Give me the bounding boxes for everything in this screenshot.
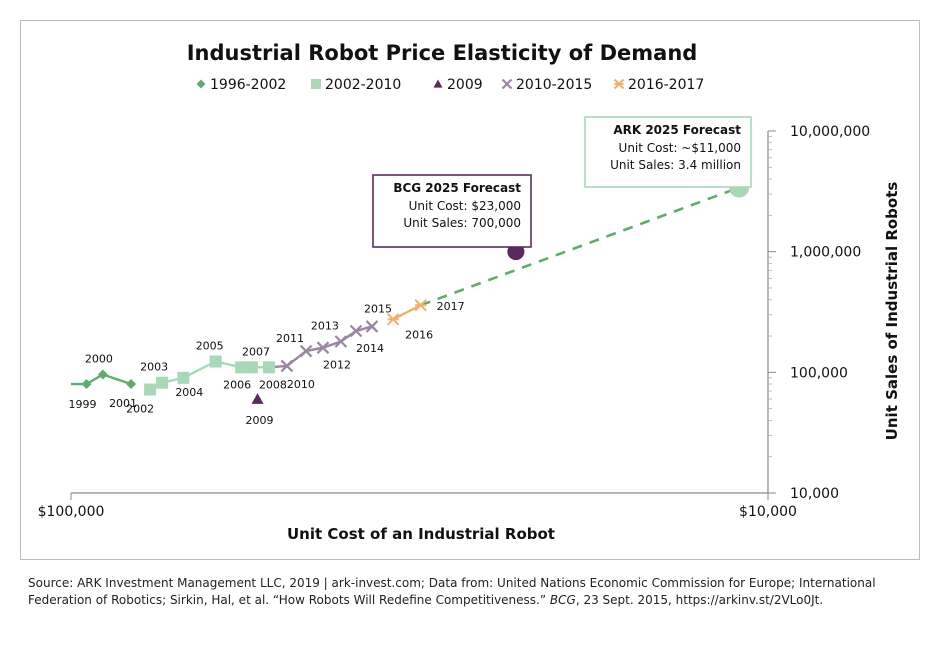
data-label-2014: 2014 <box>356 342 384 355</box>
data-label-2002: 2002 <box>126 403 154 416</box>
y-tick-label: 10,000,000 <box>790 124 870 140</box>
chart-frame: Industrial Robot Price Elasticity of Dem… <box>20 20 920 560</box>
legend-label-2002-2010: 2002-2010 <box>325 77 401 93</box>
ark-forecast-callout-box <box>584 116 752 188</box>
data-label-2015: 2015 <box>364 302 392 315</box>
y-tick-label: 10,000 <box>790 486 839 502</box>
legend-marker-2002-2010 <box>311 79 321 89</box>
data-point-1999 <box>81 379 92 390</box>
ark-forecast-callout-line: Unit Cost: ~$11,000 <box>619 141 741 155</box>
data-point-2005 <box>209 355 222 368</box>
legend-marker-2010-2015 <box>501 78 513 90</box>
data-label-2012: 2012 <box>323 359 351 372</box>
ark-forecast-callout: ARK 2025 Forecast Unit Cost: ~$11,000 Unit… <box>584 116 752 188</box>
legend: 1996-2002 2002-2010 2009 2010-2015 2016-2017 <box>196 77 704 93</box>
trend-line-dashed <box>420 186 740 307</box>
series-line-1996-2002 <box>71 373 132 386</box>
y-tick-label: 100,000 <box>790 365 848 381</box>
data-point-2017 <box>414 298 427 312</box>
axes: 10,000 100,000 1,000,000 10,000,000 $100,000… <box>38 124 871 520</box>
data-label-1999: 1999 <box>69 398 97 411</box>
y-axis-label: Unit Sales of Industrial Robots <box>883 182 901 441</box>
source-text-italic: BCG <box>549 593 576 607</box>
ark-forecast-callout-line: Unit Sales: 3.4 million <box>610 158 741 172</box>
data-point-2014 <box>349 324 363 338</box>
x-tick-label: $100,000 <box>38 504 105 520</box>
data-label-2004: 2004 <box>175 386 203 399</box>
data-label-2007: 2007 <box>242 345 270 358</box>
data-label-2016: 2016 <box>405 328 433 341</box>
data-point-2006 <box>235 361 248 374</box>
data-label-2006: 2006 <box>223 378 251 391</box>
data-point-2011 <box>299 344 313 358</box>
bcg-forecast-callout-title: BCG 2025 Forecast <box>393 181 521 195</box>
data-point-2001 <box>126 379 137 390</box>
ark-forecast-callout-title: ARK 2025 Forecast <box>613 123 741 137</box>
data-point-2016 <box>386 313 400 326</box>
bcg-forecast-callout-line: Unit Cost: $23,000 <box>409 199 521 213</box>
data-label-2000: 2000 <box>85 352 113 365</box>
legend-marker-2016-2017 <box>613 78 625 90</box>
source-text-1: Source: ARK Investment Management LLC, 2… <box>28 576 876 607</box>
data-point-2010 <box>280 359 294 373</box>
data-label-2017: 2017 <box>437 300 465 313</box>
bcg-forecast-callout-line: Unit Sales: 700,000 <box>403 216 521 230</box>
data-label-2011: 2011 <box>276 332 304 345</box>
bcg-forecast-callout-box <box>372 174 532 248</box>
y-tick-label: 1,000,000 <box>790 245 861 261</box>
data-point-2000 <box>97 369 108 380</box>
data-point-2009 <box>251 393 264 404</box>
data-label-2003: 2003 <box>140 361 168 374</box>
data-label-2009: 2009 <box>246 414 274 427</box>
data-label-2013: 2013 <box>311 320 339 333</box>
data-label-2005: 2005 <box>196 339 224 352</box>
data-label-2008: 2008 <box>259 378 287 391</box>
data-label-2001: 2001 <box>109 397 137 410</box>
series-line-2016-2017 <box>392 304 422 321</box>
legend-label-2010-2015: 2010-2015 <box>516 77 592 93</box>
data-point-2003 <box>156 376 169 389</box>
legend-marker-2009 <box>433 79 443 88</box>
data-point-2002 <box>144 383 157 396</box>
source-note: Source: ARK Investment Management LLC, 2… <box>28 575 918 609</box>
chart-title: Industrial Robot Price Elasticity of Dem… <box>187 41 698 65</box>
data-point-2007 <box>245 361 258 374</box>
bcg-forecast-callout: BCG 2025 Forecast Unit Cost: $23,000 Unit … <box>372 174 532 248</box>
data-label-2010: 2010 <box>287 378 315 391</box>
data-point-2008 <box>262 361 275 374</box>
legend-label-1996-2002: 1996-2002 <box>210 77 286 93</box>
legend-label-2016-2017: 2016-2017 <box>628 77 704 93</box>
data-point-2012 <box>316 341 330 354</box>
data-point-2015 <box>365 320 379 333</box>
source-text-2: , 23 Sept. 2015, https://arkinv.st/2VLo0… <box>575 593 824 607</box>
x-tick-label: $10,000 <box>739 504 797 520</box>
chart-svg: Industrial Robot Price Elasticity of Dem… <box>38 41 901 543</box>
legend-label-2009: 2009 <box>447 77 483 93</box>
legend-marker-1996-2002 <box>196 79 206 89</box>
data-point-2013 <box>334 335 348 348</box>
x-axis-label: Unit Cost of an Industrial Robot <box>287 525 555 543</box>
data-point-2004 <box>177 371 190 384</box>
